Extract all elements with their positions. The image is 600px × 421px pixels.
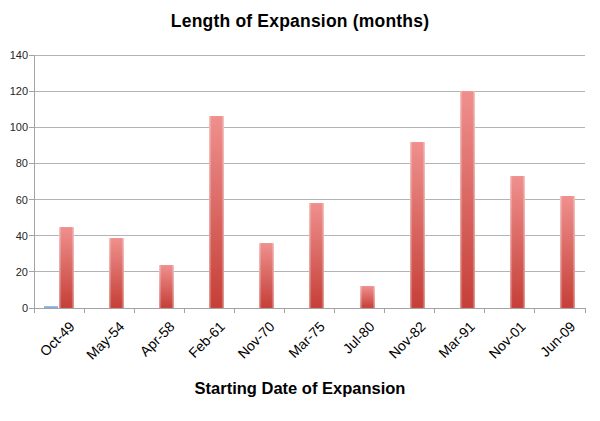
gridline-140 xyxy=(34,55,585,56)
plot-area xyxy=(34,55,585,308)
x-axis-title: Starting Date of Expansion xyxy=(0,379,600,398)
y-tick-label: 60 xyxy=(0,194,28,206)
gridline-60 xyxy=(34,199,585,200)
y-axis-line xyxy=(34,55,35,309)
x-tick xyxy=(184,308,185,313)
chart-container: Length of Expansion (months) Starting Da… xyxy=(0,0,600,421)
x-category-label: Nov-82 xyxy=(386,319,429,362)
x-tick xyxy=(334,308,335,313)
x-tick xyxy=(434,308,435,313)
y-tick xyxy=(29,127,34,128)
y-tick-label: 100 xyxy=(0,121,28,133)
bar-mar-75 xyxy=(309,203,324,308)
y-tick xyxy=(29,91,34,92)
x-tick xyxy=(284,308,285,313)
bar-feb-61 xyxy=(209,116,224,308)
x-category-label: Feb-61 xyxy=(186,319,228,361)
y-tick xyxy=(29,199,34,200)
y-tick-label: 140 xyxy=(0,49,28,61)
bar-jul-80 xyxy=(360,286,375,308)
bar-jun-09 xyxy=(560,196,575,308)
x-category-label: Nov-70 xyxy=(235,319,278,362)
bar-nov-01 xyxy=(510,176,525,308)
y-tick-label: 0 xyxy=(0,302,28,314)
y-tick-label: 120 xyxy=(0,85,28,97)
gridline-80 xyxy=(34,163,585,164)
y-tick xyxy=(29,55,34,56)
bar-mar-91 xyxy=(460,91,475,308)
x-tick xyxy=(484,308,485,313)
chart-title: Length of Expansion (months) xyxy=(0,11,600,32)
bar-oct-49 xyxy=(59,227,74,308)
x-tick xyxy=(585,308,586,313)
x-tick xyxy=(384,308,385,313)
y-tick-label: 40 xyxy=(0,230,28,242)
bar-nov-82 xyxy=(410,142,425,308)
x-tick xyxy=(134,308,135,313)
gridline-100 xyxy=(34,127,585,128)
x-category-label: Jun-09 xyxy=(538,319,579,360)
y-tick xyxy=(29,235,34,236)
y-tick xyxy=(29,271,34,272)
x-axis-line xyxy=(34,308,586,309)
x-category-label: Oct-49 xyxy=(37,319,77,359)
x-category-label: May-54 xyxy=(84,319,128,363)
bar-may-54 xyxy=(109,238,124,308)
bar-nov-70 xyxy=(259,243,274,308)
x-category-label: Jul-80 xyxy=(341,319,379,357)
x-tick xyxy=(84,308,85,313)
y-tick-label: 20 xyxy=(0,266,28,278)
y-tick xyxy=(29,163,34,164)
x-category-label: Mar-75 xyxy=(286,319,328,361)
bar-apr-58 xyxy=(159,265,174,308)
x-tick xyxy=(234,308,235,313)
x-tick xyxy=(34,308,35,313)
gridline-120 xyxy=(34,91,585,92)
x-category-label: Mar-91 xyxy=(436,319,478,361)
x-category-label: Apr-58 xyxy=(137,319,177,359)
x-tick xyxy=(534,308,535,313)
x-category-label: Nov-01 xyxy=(486,319,529,362)
y-tick-label: 80 xyxy=(0,157,28,169)
